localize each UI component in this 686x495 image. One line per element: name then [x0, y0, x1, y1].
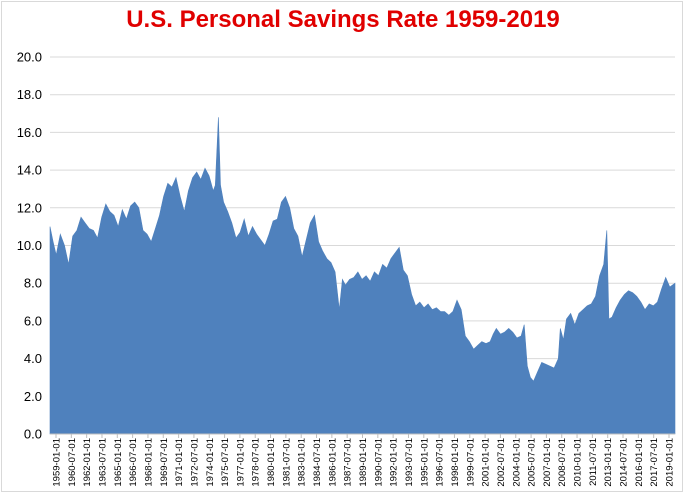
x-tick-label: 2017-07-01	[649, 438, 660, 487]
x-tick-label: 1971-01-01	[174, 438, 185, 487]
y-tick-label: 0.0	[24, 427, 42, 442]
x-tick-label: 2008-07-01	[557, 438, 568, 487]
x-tick-label: 1960-07-01	[67, 438, 78, 487]
x-tick-label: 1998-01-01	[450, 438, 461, 487]
x-tick-label: 1996-07-01	[435, 438, 446, 487]
x-tick-label: 1992-01-01	[389, 438, 400, 487]
x-tick-label: 2014-07-01	[619, 438, 630, 487]
x-tick-label: 1969-07-01	[159, 438, 170, 487]
x-tick-label: 2005-07-01	[527, 438, 538, 487]
series-area-path	[49, 117, 676, 435]
x-tick-label: 2001-01-01	[481, 438, 492, 487]
x-tick-label: 1974-01-01	[205, 438, 216, 487]
x-tick-label: 2002-07-01	[496, 438, 507, 487]
y-tick-label: 20.0	[17, 50, 42, 65]
x-tick-label: 1980-01-01	[266, 438, 277, 487]
x-tick-label: 1990-07-01	[373, 438, 384, 487]
y-tick-labels: 0.0 2.0 4.0 6.0 8.0 10.0 12.0 14.0 16.0 18.0 20.0	[17, 50, 42, 442]
x-tick-label: 1984-07-01	[312, 438, 323, 487]
x-tick-label: 2011-07-01	[588, 438, 599, 486]
y-tick-label: 12.0	[17, 200, 42, 215]
x-tick-label: 1995-01-01	[419, 438, 430, 487]
x-tick-label: 1978-07-01	[251, 438, 262, 487]
x-tick-labels: 1959-01-01 1960-07-01 1962-01-01 1963-07-01…	[52, 438, 676, 487]
x-tick-label: 1986-01-01	[327, 438, 338, 487]
x-tick-label: 1975-07-01	[220, 438, 231, 487]
x-tick-label: 1963-07-01	[97, 438, 108, 487]
x-tick-label: 2016-01-01	[634, 438, 645, 487]
x-tick-label: 2007-01-01	[542, 438, 553, 487]
x-tick-label: 1999-07-01	[465, 438, 476, 487]
y-tick-label: 16.0	[17, 125, 42, 140]
y-tick-label: 18.0	[17, 87, 42, 102]
y-tick-label: 6.0	[24, 313, 42, 328]
x-tick-label: 2010-01-01	[573, 438, 584, 487]
x-tick-label: 1977-01-01	[235, 438, 246, 487]
x-tick-label: 1983-01-01	[297, 438, 308, 487]
x-tick-label: 2004-01-01	[511, 438, 522, 487]
axes	[50, 433, 675, 438]
chart-title: U.S. Personal Savings Rate 1959-2019	[126, 6, 560, 33]
x-tick-label: 1968-01-01	[143, 438, 154, 487]
x-tick-label: 1989-01-01	[358, 438, 369, 487]
x-tick-label: 1993-07-01	[404, 438, 415, 487]
x-tick-label: 1966-07-01	[128, 438, 139, 487]
x-tick-label: 1965-01-01	[113, 438, 124, 487]
y-tick-label: 14.0	[17, 163, 42, 178]
x-tick-label: 1987-07-01	[343, 438, 354, 487]
series-area	[49, 117, 676, 435]
x-tick-label: 1962-01-01	[82, 438, 93, 487]
x-tick-label: 1972-07-01	[189, 438, 200, 487]
x-tick-label: 1981-07-01	[281, 438, 292, 487]
x-tick-label: 1959-01-01	[52, 438, 63, 487]
x-tick-label: 2013-01-01	[603, 438, 614, 487]
y-tick-label: 10.0	[17, 238, 42, 253]
y-tick-label: 8.0	[24, 276, 42, 291]
x-tick-label: 2019-01-01	[665, 438, 676, 487]
y-tick-label: 4.0	[24, 351, 42, 366]
y-tick-label: 2.0	[24, 389, 42, 404]
